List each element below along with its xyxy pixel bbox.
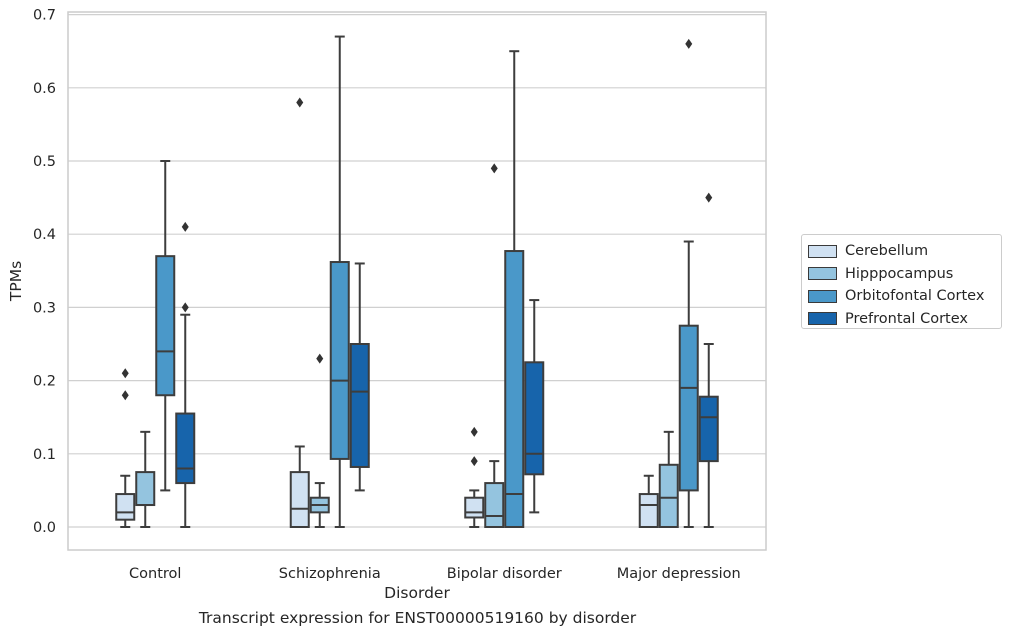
legend-swatch-orbitofrontal-cortex [808, 289, 837, 303]
box-1-2 [484, 163, 505, 528]
outlier-point [121, 368, 129, 379]
box-iqr [658, 463, 679, 528]
legend-label-prefrontal-cortex: Prefrontal Cortex [845, 310, 968, 327]
x-tick-label: Schizophrenia [279, 566, 381, 582]
y-tick-label: 0.5 [33, 154, 56, 170]
outlier-point [181, 302, 189, 313]
y-tick-label: 0.0 [33, 520, 56, 536]
x-tick-labels: Control Schizophrenia Bipolar disorder Majo… [129, 566, 741, 582]
box-1-0 [135, 430, 156, 528]
y-tick-labels: 0.0 0.1 0.2 0.3 0.4 0.5 0.6 0.7 [33, 8, 56, 536]
legend-swatch-cerebellum [808, 244, 837, 258]
plot-frame [67, 11, 767, 551]
box-2-2 [504, 50, 525, 528]
box-0-3 [638, 474, 659, 528]
box-0-2 [464, 426, 485, 528]
outlier-point [490, 163, 498, 174]
legend-swatch-prefrontal-cortex [808, 312, 837, 326]
y-tick-label: 0.1 [33, 447, 56, 463]
box-2-1 [329, 35, 350, 528]
box-iqr [504, 250, 525, 528]
outlier-point [181, 221, 189, 232]
outlier-point [470, 426, 478, 437]
legend-item-cerebellum: Cerebellum [808, 240, 1001, 263]
box-iqr [115, 493, 136, 521]
legend-item-orbitofrontal-cortex: Orbitofontal Cortex [808, 285, 1001, 308]
y-tick-label: 0.7 [33, 8, 56, 24]
y-axis-label: TPMs [7, 261, 25, 302]
legend-label-orbitofrontal-cortex: Orbitofontal Cortex [845, 288, 985, 305]
outlier-point [685, 38, 693, 49]
y-tick-label: 0.4 [33, 227, 56, 243]
box-1-3 [658, 430, 679, 528]
x-tick-label: Major depression [617, 566, 741, 582]
box-1-1 [309, 353, 330, 528]
box-iqr [329, 261, 350, 460]
box-iqr [464, 496, 485, 519]
box-2-0 [155, 160, 176, 492]
y-tick-label: 0.2 [33, 374, 56, 390]
legend-item-hippocampus: Hipppocampus [808, 263, 1001, 286]
legend-swatch-hippocampus [808, 267, 837, 281]
legend-label-cerebellum: Cerebellum [845, 243, 929, 260]
box-3-3 [698, 192, 719, 528]
outlier-point [296, 97, 304, 108]
box-0-0 [115, 368, 136, 528]
legend-item-prefrontal-cortex: Prefrontal Cortex [808, 308, 1001, 331]
legend-label-hippocampus: Hipppocampus [845, 265, 954, 282]
box-iqr [155, 255, 176, 397]
box-iqr [698, 395, 719, 463]
box-iqr [524, 361, 545, 476]
y-tick-label: 0.3 [33, 300, 56, 316]
y-tick-label: 0.6 [33, 81, 56, 97]
x-tick-label: Control [129, 566, 181, 582]
outlier-point [470, 456, 478, 467]
box-groups [115, 35, 719, 529]
box-3-1 [349, 262, 370, 492]
box-iqr [135, 471, 156, 507]
box-iqr [175, 412, 196, 485]
box-iqr [349, 343, 370, 468]
x-tick-label: Bipolar disorder [447, 566, 562, 582]
box-iqr [289, 471, 310, 529]
legend: Cerebellum Hipppocampus Orbitofontal Cor… [801, 234, 1002, 329]
box-3-0 [175, 221, 196, 528]
box-iqr [638, 493, 659, 528]
box-iqr [484, 482, 505, 528]
outlier-point [316, 353, 324, 364]
outlier-point [705, 192, 713, 203]
figure-caption: Transcript expression for ENST0000051916… [198, 609, 637, 627]
box-0-1 [289, 97, 310, 529]
x-axis-label: Disorder [384, 584, 450, 602]
box-3-2 [524, 299, 545, 514]
box-2-3 [678, 38, 699, 528]
outlier-point [121, 390, 129, 401]
box-iqr [678, 324, 699, 492]
